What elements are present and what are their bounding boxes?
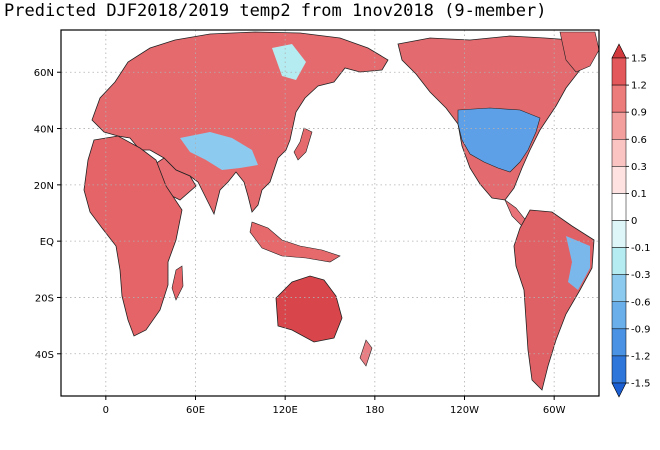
land-tibet-cold-anomaly: [180, 132, 258, 170]
land-usa-cold-anomaly: [457, 107, 541, 173]
colorbar-label: -0.9: [631, 324, 651, 335]
lat-tick-label: 20S: [35, 293, 54, 304]
colorbar-swatch: [611, 111, 627, 140]
colorbar-label: -0.3: [631, 270, 651, 281]
colorbar-swatch: [611, 166, 627, 194]
colorbar-swatch: [611, 220, 627, 248]
lon-tick-label: 60W: [543, 405, 566, 416]
colorbar: 1.5 1.2 0.9 0.6 0.3 0.1 0 -0.1 -0.3 -0.6 -0.9 -1.2 -…: [611, 43, 651, 398]
land-australia: [275, 275, 343, 343]
colorbar-swatch: [611, 139, 627, 167]
lon-tick-label: 180: [365, 405, 384, 416]
colorbar-cap-bottom: [611, 382, 627, 398]
colorbar-swatch: [611, 301, 627, 330]
lon-tick-label: 60E: [186, 405, 205, 416]
lat-tick-label: 20N: [34, 181, 54, 192]
colorbar-label: -1.2: [631, 351, 651, 362]
colorbar-label: 0: [631, 216, 637, 227]
lon-tick-label: 0: [103, 405, 109, 416]
colorbar-label: -0.6: [631, 297, 651, 308]
lat-tick-label: 40N: [34, 125, 54, 136]
colorbar-swatch: [611, 328, 627, 357]
colorbar-swatch: [611, 247, 627, 275]
colorbar-label: -0.1: [631, 243, 651, 254]
colorbar-label: 0.1: [631, 189, 647, 200]
colorbar-swatch: [611, 84, 627, 113]
axis-ticks: 60N 40N 20N EQ 20S 40S 0 60E 120E 180 120W 60W: [34, 68, 566, 416]
land-new-zealand: [359, 339, 373, 367]
lat-tick-label: EQ: [40, 237, 54, 248]
lat-tick-label: 60N: [34, 68, 54, 79]
lat-tick-label: 40S: [35, 350, 54, 361]
colorbar-label: 1.2: [631, 81, 647, 92]
colorbar-label: -1.5: [631, 379, 651, 390]
land-siberia-cold-anomaly: [272, 44, 306, 80]
colorbar-label: 1.5: [631, 54, 647, 65]
land-japan: [293, 127, 313, 161]
land-madagascar: [171, 265, 184, 301]
land-brazil-cold-anomaly: [566, 236, 590, 290]
colorbar-swatch: [611, 193, 627, 221]
land-africa: [83, 135, 183, 337]
map-frame: [60, 29, 600, 397]
land-areas: [83, 31, 599, 391]
land-greenland: [559, 31, 599, 73]
colorbar-swatch: [611, 355, 627, 384]
colorbar-cap-top: [611, 43, 627, 59]
colorbar-swatch: [611, 274, 627, 302]
colorbar-swatch: [611, 57, 627, 86]
map-title: Predicted DJF2018/2019 temp2 from 1nov20…: [4, 1, 547, 21]
land-maritime-asia: [249, 221, 341, 263]
colorbar-label: 0.3: [631, 162, 647, 173]
lon-tick-label: 120W: [450, 405, 479, 416]
colorbar-label: 0.6: [631, 135, 647, 146]
colorbar-label: 0.9: [631, 108, 647, 119]
lon-tick-label: 120E: [272, 405, 297, 416]
